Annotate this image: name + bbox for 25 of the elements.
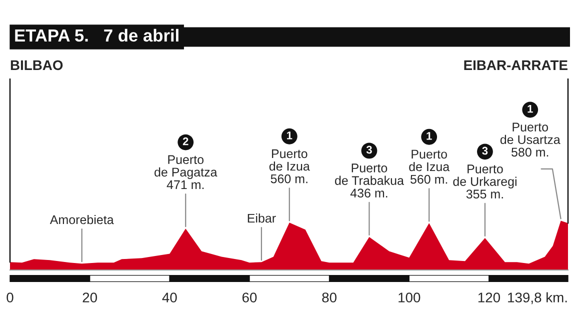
chart-title: ETAPA 5. 7 de abril: [15, 28, 178, 42]
annotation: BILBAO: [10, 60, 63, 70]
x-tick-label: 100: [398, 292, 420, 302]
x-tick-label: 80: [322, 292, 336, 302]
text: 2: [182, 137, 188, 146]
x-tick-label: 60: [242, 292, 257, 302]
annotation: Eibar: [248, 213, 276, 223]
x-tick-label: 0: [6, 292, 14, 302]
x-tick-label: 120: [478, 292, 500, 302]
x-tick-label: 139,8 km.: [508, 292, 567, 304]
annotation: Amorebieta: [50, 214, 114, 224]
text: 1: [528, 104, 533, 113]
text: 1: [426, 132, 432, 140]
annotation: Puerto de Trabakua 436 m.: [335, 164, 404, 198]
text: 1: [287, 132, 292, 140]
annotation: Puerto de Izua 560 m.: [409, 150, 450, 184]
x-tick-label: 40: [162, 292, 177, 302]
annotation: Puerto de Izua 560 m.: [269, 149, 310, 184]
annotation: Puerto de Urkaregi 355 m.: [453, 164, 516, 199]
annotation: Puerto de Usartza 580 m.: [500, 122, 560, 157]
x-tick-label: 20: [82, 292, 98, 302]
annotation: EIBAR-ARRATE: [464, 60, 568, 70]
text: 3: [482, 146, 488, 155]
text: 3: [366, 146, 372, 154]
annotation: Puerto de Pagatza 471 m.: [154, 155, 218, 190]
